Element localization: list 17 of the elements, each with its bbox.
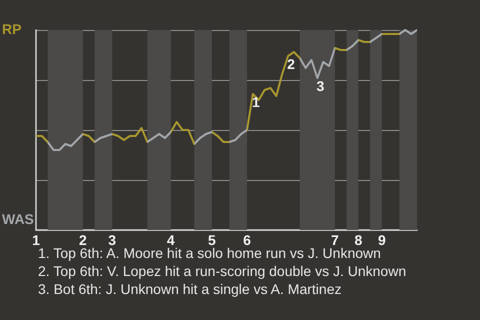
text: 3. Bot 6th: J. Unknown hit a single vs A. Martinez [38,281,342,297]
x-tick-label: 4 [166,232,175,248]
text: WAS [2,211,34,227]
x-tick-label: 9 [378,232,386,248]
x-tick-label: 6 [243,232,252,248]
text: RP [2,21,22,37]
x-tick-label: 3 [108,232,116,248]
text: 1. Top 6th: A. Moore hit a solo home run vs J. Unknown [38,245,381,261]
x-tick-label: 2 [78,232,87,248]
x-tick-label: 7 [331,232,340,248]
annotation: 1 [252,94,260,110]
annotation: 3 [316,78,324,94]
x-tick-label: 1 [32,232,40,248]
text: 2. Top 6th: V. Lopez hit a run-scoring double vs J. Unknown [38,263,406,279]
x-tick-label: 8 [354,232,362,248]
x-tick-label: 5 [208,232,216,248]
annotation: 2 [287,56,296,72]
